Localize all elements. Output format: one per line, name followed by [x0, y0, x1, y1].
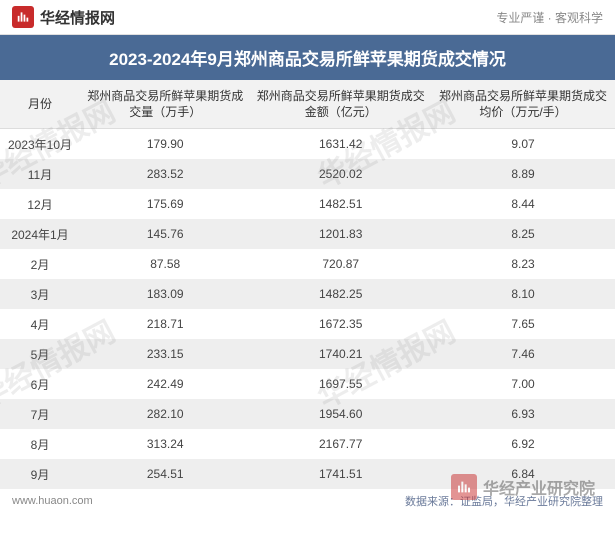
table-row: 6月242.491697.557.00 — [0, 369, 615, 399]
table-cell: 254.51 — [80, 459, 250, 489]
table-cell: 2520.02 — [250, 159, 431, 189]
brand-icon — [12, 6, 34, 28]
table-cell: 145.76 — [80, 219, 250, 249]
page-header: 华经情报网 专业严谨 · 客观科学 — [0, 0, 615, 35]
table-row: 11月283.522520.028.89 — [0, 159, 615, 189]
table-row: 3月183.091482.258.10 — [0, 279, 615, 309]
table-cell: 7.65 — [431, 309, 615, 339]
table-cell: 8.89 — [431, 159, 615, 189]
table-cell: 3月 — [0, 279, 80, 309]
col-header: 郑州商品交易所鲜苹果期货成交量（万手） — [80, 80, 250, 129]
brand: 华经情报网 — [12, 6, 115, 28]
table-cell: 720.87 — [250, 249, 431, 279]
table-row: 7月282.101954.606.93 — [0, 399, 615, 429]
table-cell: 282.10 — [80, 399, 250, 429]
table-cell: 11月 — [0, 159, 80, 189]
table-row: 2月87.58720.878.23 — [0, 249, 615, 279]
table-cell: 7月 — [0, 399, 80, 429]
table-cell: 2月 — [0, 249, 80, 279]
col-header: 月份 — [0, 80, 80, 129]
table-row: 5月233.151740.217.46 — [0, 339, 615, 369]
brand-text: 华经情报网 — [40, 7, 115, 28]
table-header-row: 月份 郑州商品交易所鲜苹果期货成交量（万手） 郑州商品交易所鲜苹果期货成交金额（… — [0, 80, 615, 129]
table-cell: 8.44 — [431, 189, 615, 219]
col-header: 郑州商品交易所鲜苹果期货成交均价（万元/手） — [431, 80, 615, 129]
table-row: 2023年10月179.901631.429.07 — [0, 129, 615, 160]
table-cell: 233.15 — [80, 339, 250, 369]
tagline: 专业严谨 · 客观科学 — [496, 9, 603, 26]
table-cell: 6.92 — [431, 429, 615, 459]
page-footer: www.huaon.com 数据来源：证监局，华经产业研究院整理 — [0, 489, 615, 515]
table-cell: 6.84 — [431, 459, 615, 489]
table-cell: 175.69 — [80, 189, 250, 219]
table-cell: 8.10 — [431, 279, 615, 309]
table-cell: 242.49 — [80, 369, 250, 399]
table-row: 8月313.242167.776.92 — [0, 429, 615, 459]
footer-url: www.huaon.com — [12, 495, 93, 507]
table-cell: 1954.60 — [250, 399, 431, 429]
table-cell: 8.25 — [431, 219, 615, 249]
page-title: 2023-2024年9月郑州商品交易所鲜苹果期货成交情况 — [0, 35, 615, 80]
table-cell: 313.24 — [80, 429, 250, 459]
table-cell: 8月 — [0, 429, 80, 459]
table-cell: 1741.51 — [250, 459, 431, 489]
table-cell: 1697.55 — [250, 369, 431, 399]
data-table: 月份 郑州商品交易所鲜苹果期货成交量（万手） 郑州商品交易所鲜苹果期货成交金额（… — [0, 80, 615, 489]
table-cell: 87.58 — [80, 249, 250, 279]
table-cell: 1201.83 — [250, 219, 431, 249]
table-row: 4月218.711672.357.65 — [0, 309, 615, 339]
table-cell: 9月 — [0, 459, 80, 489]
table-cell: 6.93 — [431, 399, 615, 429]
table-cell: 179.90 — [80, 129, 250, 160]
table-cell: 218.71 — [80, 309, 250, 339]
table-cell: 2167.77 — [250, 429, 431, 459]
table-cell: 2024年1月 — [0, 219, 80, 249]
table-row: 12月175.691482.518.44 — [0, 189, 615, 219]
table-cell: 9.07 — [431, 129, 615, 160]
table-cell: 1482.51 — [250, 189, 431, 219]
footer-source: 数据来源：证监局，华经产业研究院整理 — [405, 493, 603, 509]
table-row: 2024年1月145.761201.838.25 — [0, 219, 615, 249]
table-cell: 4月 — [0, 309, 80, 339]
table-cell: 6月 — [0, 369, 80, 399]
table-cell: 183.09 — [80, 279, 250, 309]
table-cell: 1740.21 — [250, 339, 431, 369]
table-cell: 1631.42 — [250, 129, 431, 160]
data-table-wrap: 月份 郑州商品交易所鲜苹果期货成交量（万手） 郑州商品交易所鲜苹果期货成交金额（… — [0, 80, 615, 489]
table-cell: 2023年10月 — [0, 129, 80, 160]
table-row: 9月254.511741.516.84 — [0, 459, 615, 489]
table-cell: 5月 — [0, 339, 80, 369]
table-cell: 7.00 — [431, 369, 615, 399]
table-cell: 7.46 — [431, 339, 615, 369]
col-header: 郑州商品交易所鲜苹果期货成交金额（亿元） — [250, 80, 431, 129]
table-cell: 1482.25 — [250, 279, 431, 309]
table-cell: 1672.35 — [250, 309, 431, 339]
table-cell: 12月 — [0, 189, 80, 219]
table-cell: 8.23 — [431, 249, 615, 279]
table-cell: 283.52 — [80, 159, 250, 189]
